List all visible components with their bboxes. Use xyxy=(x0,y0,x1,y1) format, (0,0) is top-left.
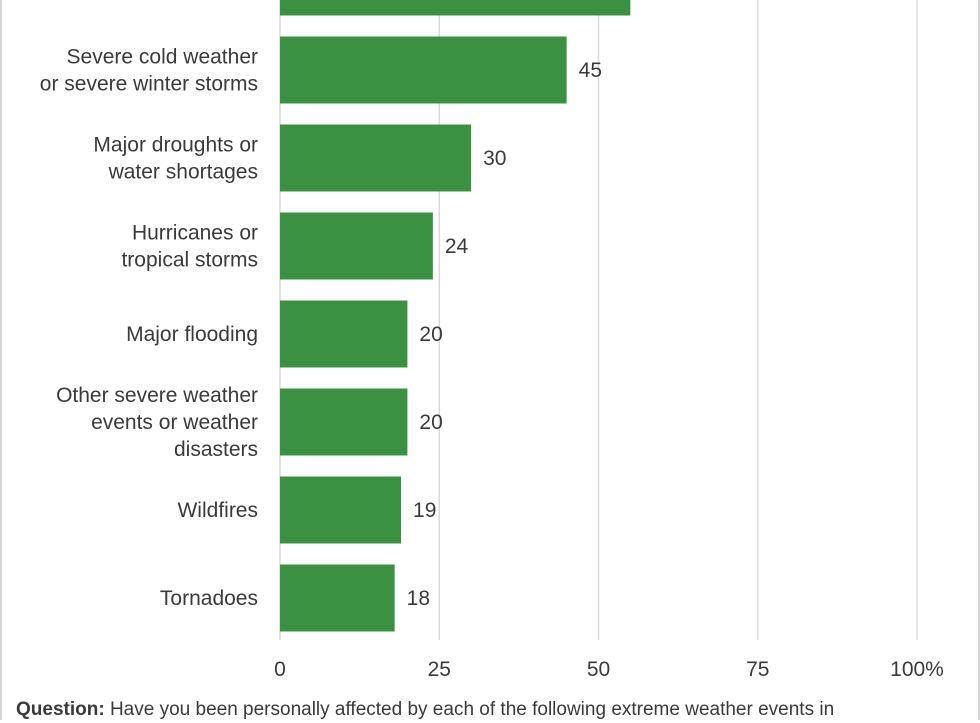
bar-5 xyxy=(280,388,408,456)
bar-0 xyxy=(280,0,631,16)
category-label-1: Severe cold weather or severe winter stor… xyxy=(40,46,258,96)
x-tick-label-0: 0 xyxy=(274,658,286,681)
x-tick-label-50: 50 xyxy=(587,658,610,681)
footnote: Question: Have you been personally affec… xyxy=(16,697,976,723)
category-label-5: Other severe weather events or weather dis… xyxy=(56,384,258,461)
value-label-7: 18 xyxy=(407,587,430,610)
value-label-1: 45 xyxy=(579,59,602,82)
footnote-label: Question: xyxy=(16,699,105,720)
bar-6 xyxy=(280,476,402,544)
category-label-2: Major droughts or water shortages xyxy=(93,134,258,184)
bar-3 xyxy=(280,212,433,280)
value-label-5: 20 xyxy=(419,411,442,434)
x-tick-label-100: 100% xyxy=(890,658,944,681)
value-label-2: 30 xyxy=(483,147,506,170)
bar-chart: or extreme heat wavesSevere cold weather… xyxy=(40,0,944,681)
bar-4 xyxy=(280,300,408,368)
category-label-6: Wildfires xyxy=(177,499,258,522)
value-label-6: 19 xyxy=(413,499,436,522)
category-label-4: Major flooding xyxy=(126,323,258,346)
footnote-text: Have you been personally affected by eac… xyxy=(104,699,835,720)
category-label-3: Hurricanes or tropical storms xyxy=(121,222,258,272)
bar-7 xyxy=(280,564,395,632)
bar-2 xyxy=(280,124,472,192)
value-label-4: 20 xyxy=(419,323,442,346)
bar-1 xyxy=(280,36,567,104)
value-label-3: 24 xyxy=(445,235,469,258)
category-label-7: Tornadoes xyxy=(160,587,258,610)
x-tick-label-75: 75 xyxy=(746,658,769,681)
x-tick-label-25: 25 xyxy=(428,658,451,681)
